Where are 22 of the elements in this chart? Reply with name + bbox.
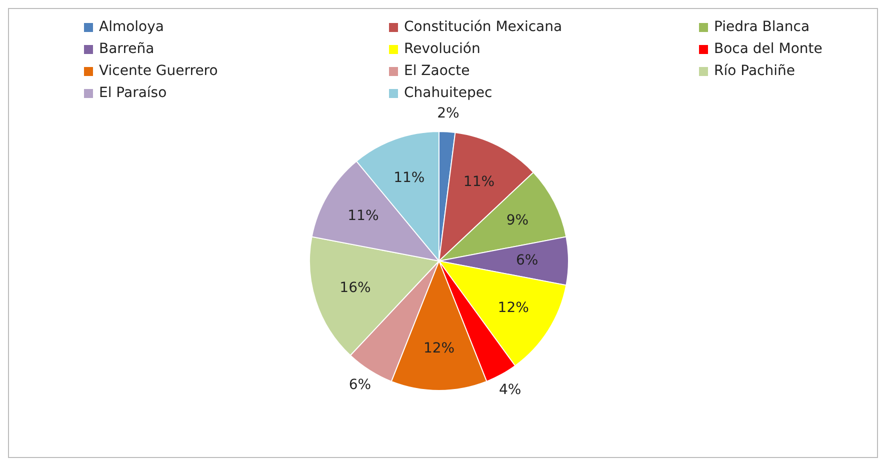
data-label: 6% <box>516 252 538 269</box>
data-label: 9% <box>506 212 529 229</box>
legend-label: Piedra Blanca <box>714 19 810 35</box>
data-label: 12% <box>498 300 529 316</box>
legend-label: Río Pachiñe <box>714 63 795 79</box>
legend-label: Constitución Mexicana <box>404 19 562 35</box>
legend-label: Vicente Guerrero <box>99 63 218 79</box>
legend-label: El Paraíso <box>99 85 167 101</box>
data-label: 4% <box>498 382 522 398</box>
legend-label: Almoloya <box>99 19 164 35</box>
data-label: 12% <box>423 340 455 357</box>
legend-label: El Zaocte <box>404 63 470 79</box>
data-label: 11% <box>394 170 425 186</box>
data-label: 16% <box>340 280 371 296</box>
data-label: 6% <box>348 377 372 394</box>
legend-label: Revolución <box>404 41 480 57</box>
data-label: 11% <box>463 174 495 190</box>
legend-label: Barreña <box>99 41 154 57</box>
data-label: 2% <box>437 105 460 122</box>
legend-label: Boca del Monte <box>714 41 822 57</box>
legend-label: Chahuitepec <box>404 85 492 101</box>
data-label: 11% <box>348 208 379 224</box>
